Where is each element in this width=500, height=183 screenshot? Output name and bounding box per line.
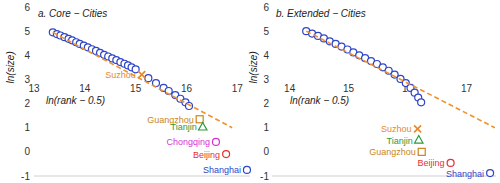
point-labels: Suzhou TianjinGuangzhouBeijingShanghai [369, 124, 484, 178]
y-tick-label: 5 [24, 26, 30, 37]
circle-marker [223, 151, 230, 158]
y-axis-title: ln(size) [248, 51, 259, 83]
circle-marker [145, 75, 152, 82]
y-tick-label: -1 [260, 171, 269, 182]
city-label: Suzhou [381, 124, 412, 134]
x-tick-label: 14 [79, 83, 91, 94]
circle-marker [212, 138, 219, 145]
y-tick-label: 3 [263, 74, 269, 85]
x-marker [414, 125, 421, 132]
x-tick-label: 17 [461, 83, 473, 94]
plot-area [303, 28, 495, 177]
triangle-marker [199, 122, 207, 130]
panel: a. Core − Cities-101234561314151617ln(ra… [5, 2, 250, 182]
city-label: Tianjin [171, 122, 197, 132]
y-tick-label: 1 [263, 122, 269, 133]
y-tick-label: 6 [263, 2, 269, 13]
x-tick-label: 15 [130, 83, 142, 94]
x-tick-label: 15 [343, 83, 355, 94]
panel: b. Extended − Cities-1012345614151617ln(… [248, 2, 496, 182]
trend-line [306, 31, 495, 128]
x-axis-line [34, 176, 250, 177]
y-tick-label: 2 [24, 98, 30, 109]
y-axis-title: ln(size) [5, 51, 16, 83]
x-tick-label: 17 [232, 83, 244, 94]
y-tick-label: 2 [263, 98, 269, 109]
city-label: Tianjin [387, 136, 413, 146]
x-tick-label: 14 [284, 83, 296, 94]
chart-title: b. Extended − Cities [276, 8, 366, 19]
point-labels: SuzhouGuangzhouTianjinChongqingBeijingSh… [105, 70, 241, 175]
city-label: Beijing [193, 150, 220, 160]
x-axis-title: ln(rank − 0.5) [46, 95, 105, 106]
city-label: Shanghai [203, 165, 241, 175]
city-label: Beijing [418, 158, 445, 168]
y-tick-label: 6 [24, 2, 30, 13]
circle-marker [186, 102, 193, 109]
circle-marker [243, 166, 250, 173]
city-label: Guangzhou [369, 147, 416, 157]
x-tick-label: 13 [28, 83, 40, 94]
chart-title: a. Core − Cities [38, 8, 107, 19]
square-marker [196, 116, 203, 123]
y-tick-label: 1 [24, 122, 30, 133]
trend-line [53, 32, 232, 127]
city-label: Chongqing [166, 137, 210, 147]
y-tick-label: 0 [263, 146, 269, 157]
y-tick-label: 4 [24, 50, 30, 61]
y-tick-label: 4 [263, 50, 269, 61]
circle-marker [447, 159, 454, 166]
plot-area [49, 29, 250, 174]
square-marker [418, 148, 425, 155]
city-label: Shanghai [446, 169, 484, 179]
y-tick-label: 5 [263, 26, 269, 37]
circle-marker [487, 170, 494, 177]
x-marker [138, 71, 145, 78]
chart-root: a. Core − Cities-101234561314151617ln(ra… [0, 0, 500, 183]
triangle-marker [415, 136, 423, 144]
city-label: Suzhou [105, 70, 136, 80]
y-tick-label: -1 [21, 171, 30, 182]
circle-marker [418, 99, 425, 106]
x-axis-title: ln(rank − 0.5) [290, 95, 349, 106]
y-tick-label: 0 [24, 146, 30, 157]
x-tick-label: 16 [181, 83, 193, 94]
